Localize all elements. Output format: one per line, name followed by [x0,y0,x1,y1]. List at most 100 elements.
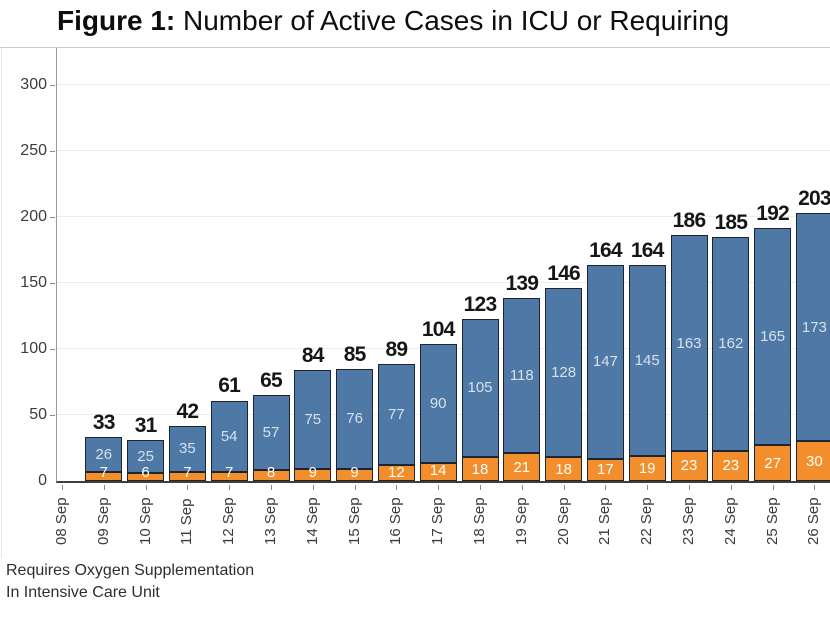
bar-oxygen-segment: 75 [294,370,332,470]
bar-icu-label: 30 [806,452,823,470]
x-tick-mark [814,485,816,490]
x-tick-mark [271,485,272,490]
x-tick-mark [396,485,398,490]
x-tick-mark [647,485,649,490]
bar-group: 162 23 185 [712,211,750,481]
figure-number-label: Figure 1: [57,5,176,37]
bar-group: 90 14 104 [419,318,457,481]
x-tick-label: 11 Sep [178,498,196,545]
y-gridline [57,150,830,151]
y-tick-label: 150 [20,274,47,291]
x-tick-mark [730,485,732,490]
bar-icu-label: 7 [99,464,108,481]
bar-icu-label: 12 [388,464,405,481]
bar-icu-segment [252,470,290,481]
bar-group: 76 9 85 [336,343,374,481]
bar-group: 145 19 164 [628,239,666,481]
x-tick-mark [480,485,481,490]
bar-total-label: 33 [92,411,116,435]
x-tick-mark [689,485,690,490]
bar-icu-segment [754,445,792,481]
bar-group: 77 12 89 [377,338,415,481]
figure-title: Figure 1: Number of Active Cases in ICU … [57,5,830,37]
y-tick-mark [50,349,55,350]
bar-oxygen-segment: 54 [210,400,248,472]
bar-oxygen-segment: 173 [795,213,830,442]
x-tick-mark [605,485,607,490]
y-gridline [57,84,830,85]
x-tick-mark [229,485,231,490]
y-tick-mark [50,151,55,152]
bar-icu-label: 14 [429,461,447,479]
bar-icu-segment [336,469,374,481]
bar-group: 118 21 139 [503,272,541,481]
bar-icu-label: 9 [350,464,359,481]
bar-total-label: 65 [260,369,283,393]
bar-icu-segment [712,450,750,481]
bar-oxygen-segment: 76 [336,368,374,470]
bar-icu-label: 9 [308,464,317,481]
y-tick-mark [50,415,55,416]
legend-item-icu: In Intensive Care Unit [6,584,160,601]
x-tick-label: 18 Sep [471,497,488,545]
y-gridline [57,216,830,217]
bar-group: 165 27 192 [754,202,792,481]
x-tick-label: 24 Sep [721,497,739,545]
y-tick-mark [50,217,55,218]
horizontal-divider [0,47,830,48]
y-gridline [57,282,830,283]
bar-icu-segment [586,458,624,481]
x-tick-mark [438,485,440,490]
bar-total-label: 139 [505,271,539,295]
y-tick-mark [50,85,55,86]
bar-total-label: 42 [176,399,200,423]
bar-icu-label: 6 [141,464,150,481]
bar-total-label: 61 [218,374,241,398]
bar-total-label: 164 [589,238,622,262]
bar-group: 57 8 65 [252,369,290,481]
bar-total-label: 164 [630,238,664,262]
bar-oxygen-segment: 90 [419,343,457,463]
bar-icu-segment [85,471,123,481]
x-tick-mark [103,485,105,490]
bar-icu-label: 17 [597,461,614,479]
bar-total-label: 31 [134,414,158,438]
bar-oxygen-segment: 77 [377,363,415,466]
bar-total-label: 89 [385,337,409,361]
bar-total-label: 146 [547,262,580,286]
bar-oxygen-segment: 105 [461,318,499,458]
x-tick-label: 17 Sep [429,497,447,545]
x-tick-label: 20 Sep [554,497,572,545]
bar-total-label: 186 [672,209,706,233]
bar-group: 35 7 42 [168,400,206,481]
bar-icu-segment [377,465,415,481]
x-tick-mark [312,485,314,490]
y-tick-label: 250 [20,142,47,159]
bar-icu-segment [795,441,830,481]
bar-group: 173 30 203 [795,187,830,481]
y-tick-label: 0 [38,472,47,489]
bar-group: 25 6 31 [127,414,165,481]
bar-oxygen-segment: 118 [503,297,541,454]
legend-item-oxygen: Requires Oxygen Supplementation [6,562,255,579]
x-tick-mark [521,485,523,490]
y-tick-label: 200 [20,208,47,225]
x-tick-label: 14 Sep [303,497,321,545]
bar-total-label: 84 [301,344,325,368]
y-tick-label: 100 [20,340,47,357]
bar-icu-label: 18 [471,460,489,478]
bar-icu-segment [127,473,165,481]
x-tick-mark [145,485,147,490]
bar-icu-label: 18 [555,460,572,478]
y-tick-label: 300 [20,76,47,93]
bar-oxygen-segment: 162 [712,236,750,451]
bar-icu-label: 7 [183,464,192,481]
x-tick-mark [187,485,189,490]
x-tick-label: 22 Sep [638,497,656,545]
bar-icu-segment [294,469,332,481]
x-tick-mark [354,485,356,490]
bar-oxygen-segment: 35 [168,425,206,472]
x-tick-label: 13 Sep [262,497,279,545]
bar-icu-label: 27 [764,454,781,472]
x-tick-label: 23 Sep [680,497,697,545]
